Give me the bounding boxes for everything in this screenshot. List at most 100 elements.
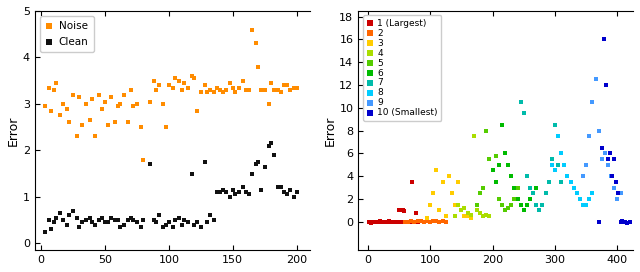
- 4: [453, 202, 463, 207]
- 10 (Smallest): [616, 220, 626, 224]
- Clean: [77, 220, 87, 224]
- Clean: [68, 209, 78, 213]
- 1 (Largest): [365, 221, 376, 225]
- 5: [472, 202, 482, 207]
- Noise: [93, 92, 104, 97]
- Clean: [102, 220, 113, 224]
- 6: [513, 197, 523, 201]
- 9: [596, 157, 607, 161]
- Clean: [132, 220, 142, 224]
- Noise: [192, 109, 202, 113]
- 3: [428, 191, 438, 195]
- Noise: [251, 41, 261, 46]
- 10 (Smallest): [620, 220, 630, 224]
- Noise: [196, 90, 206, 94]
- 10 (Smallest): [613, 191, 623, 195]
- Clean: [64, 213, 74, 218]
- Clean: [177, 222, 187, 227]
- Clean: [51, 215, 61, 220]
- 1 (Largest): [390, 220, 400, 224]
- Clean: [61, 222, 72, 227]
- Noise: [168, 85, 178, 90]
- Noise: [260, 88, 270, 92]
- 3: [450, 202, 460, 207]
- 4: [463, 211, 473, 215]
- Noise: [256, 88, 266, 92]
- Noise: [292, 85, 302, 90]
- Clean: [136, 225, 146, 229]
- Noise: [212, 85, 223, 90]
- 1 (Largest): [373, 220, 383, 224]
- 9: [600, 151, 610, 156]
- 1 (Largest): [364, 220, 374, 224]
- 3: [422, 216, 432, 221]
- 6: [509, 185, 520, 190]
- 8: [556, 151, 566, 156]
- 3: [463, 214, 473, 218]
- 6: [490, 180, 500, 184]
- 4: [478, 214, 488, 218]
- Clean: [128, 218, 138, 222]
- 4: [465, 213, 476, 217]
- 9: [603, 163, 613, 167]
- 5: [488, 168, 498, 173]
- Noise: [102, 123, 113, 127]
- 2: [403, 220, 413, 224]
- Clean: [55, 211, 65, 215]
- 1 (Largest): [405, 220, 415, 224]
- Clean: [87, 220, 97, 224]
- 6: [506, 174, 516, 178]
- 10 (Smallest): [605, 151, 615, 156]
- Clean: [58, 218, 68, 222]
- 6: [503, 163, 513, 167]
- 8: [572, 191, 582, 195]
- 2: [438, 219, 448, 223]
- Clean: [174, 215, 184, 220]
- 3: [435, 208, 445, 212]
- Clean: [205, 213, 215, 218]
- 3: [453, 180, 463, 184]
- 1 (Largest): [375, 219, 385, 223]
- Clean: [81, 218, 91, 222]
- 10 (Smallest): [600, 83, 611, 87]
- Clean: [251, 162, 261, 166]
- 3: [456, 208, 467, 212]
- Noise: [221, 88, 232, 92]
- 1 (Largest): [409, 220, 419, 224]
- 5: [497, 202, 507, 207]
- 6: [497, 123, 507, 127]
- Noise: [241, 88, 251, 92]
- Noise: [106, 95, 116, 99]
- 2: [410, 220, 420, 224]
- Clean: [113, 218, 123, 222]
- Clean: [202, 220, 212, 224]
- Clean: [179, 218, 189, 222]
- 1 (Largest): [412, 220, 422, 224]
- 4: [481, 213, 492, 217]
- 10 (Smallest): [611, 180, 621, 184]
- Noise: [138, 157, 148, 162]
- Clean: [256, 188, 266, 192]
- 7: [528, 191, 538, 195]
- 5: [500, 208, 510, 212]
- Noise: [161, 125, 172, 129]
- Noise: [218, 90, 228, 94]
- Noise: [87, 97, 97, 101]
- 4: [475, 211, 485, 215]
- Noise: [247, 27, 257, 32]
- Clean: [221, 190, 232, 194]
- 8: [568, 185, 579, 190]
- 8: [547, 163, 557, 167]
- Clean: [49, 220, 59, 224]
- Clean: [244, 192, 255, 197]
- 7: [518, 111, 529, 116]
- 5: [506, 202, 516, 207]
- 9: [616, 191, 626, 195]
- 7: [550, 123, 560, 127]
- Noise: [55, 113, 65, 118]
- Clean: [292, 190, 302, 194]
- Clean: [289, 194, 300, 199]
- Clean: [168, 225, 178, 229]
- Noise: [209, 90, 219, 94]
- 4: [468, 134, 479, 138]
